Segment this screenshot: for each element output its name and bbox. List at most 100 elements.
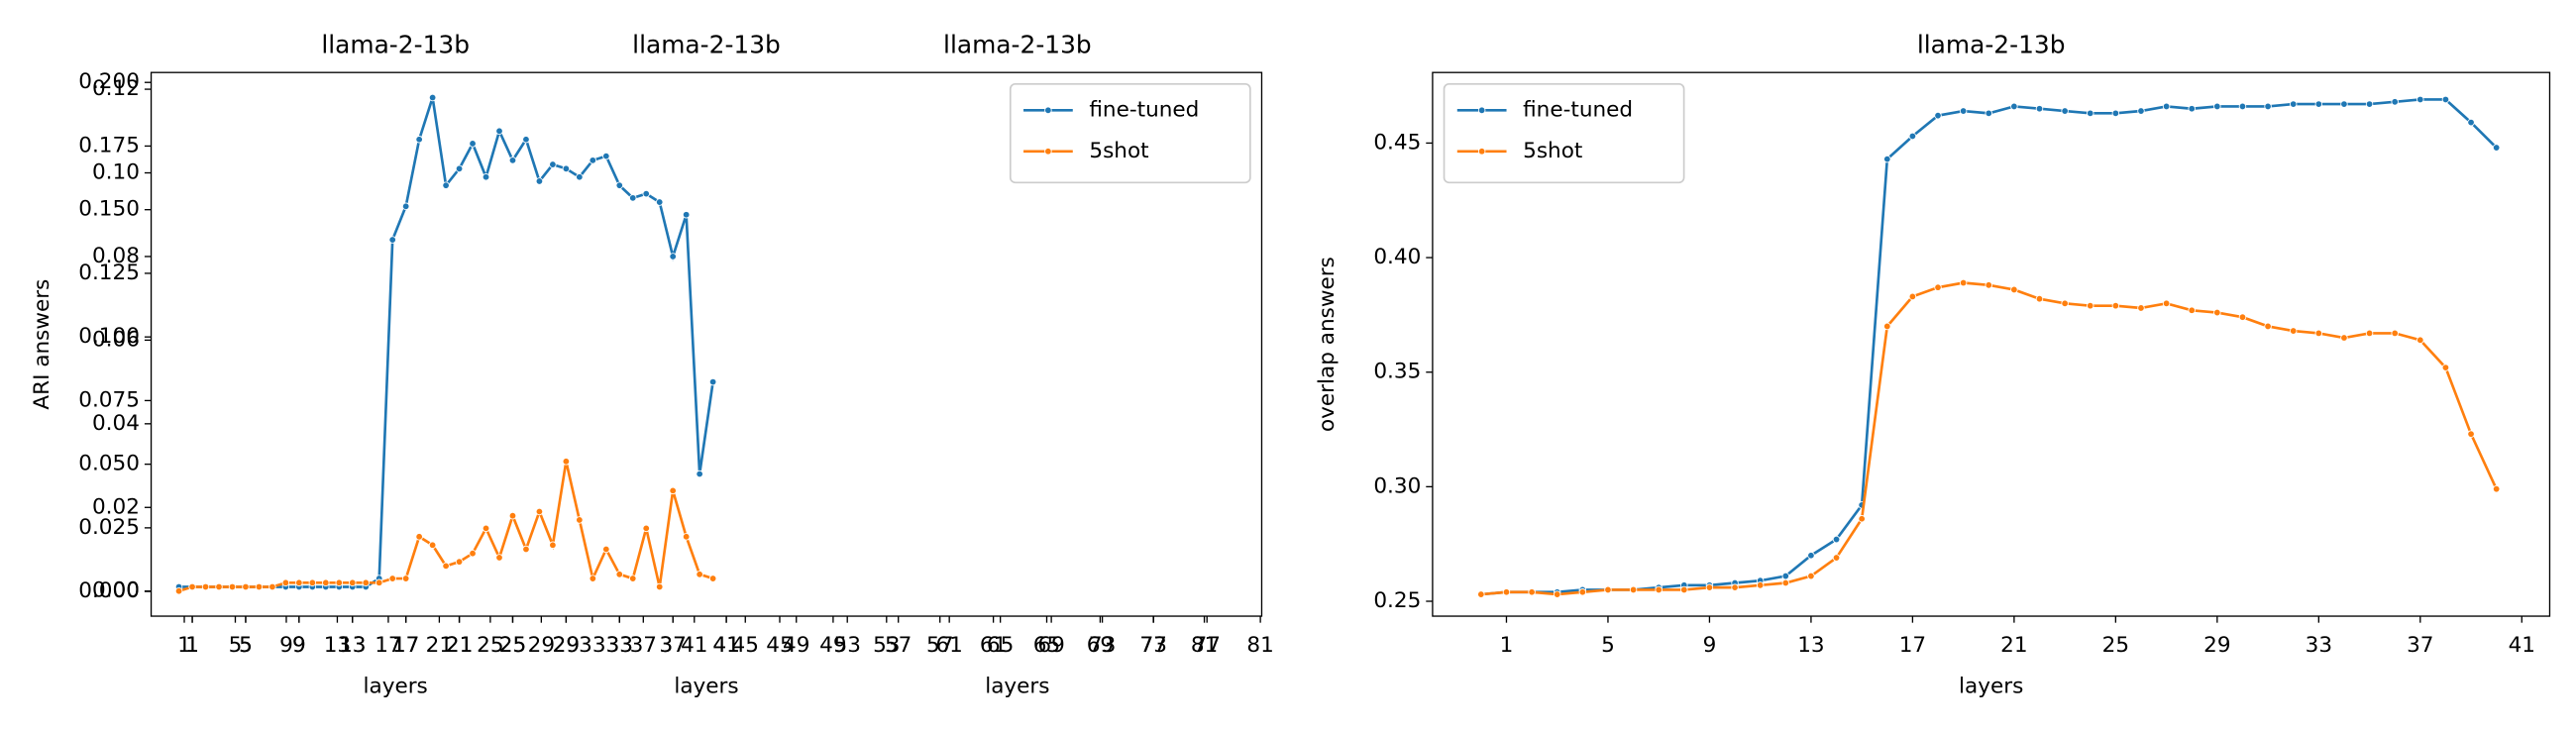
data-point bbox=[589, 157, 597, 164]
data-point bbox=[188, 582, 196, 591]
legend-box bbox=[1009, 82, 1251, 184]
y-tick-label: 0.125 bbox=[78, 261, 140, 285]
data-point bbox=[615, 181, 624, 189]
data-point bbox=[1908, 292, 1917, 301]
x-tick-label: 77 bbox=[1139, 633, 1166, 658]
data-point bbox=[2137, 304, 2145, 312]
x-tick-label: 29 bbox=[528, 633, 555, 658]
data-point bbox=[388, 236, 396, 244]
data-point bbox=[1858, 515, 1866, 523]
data-point bbox=[508, 157, 517, 164]
x-tick-label: 41 bbox=[712, 633, 739, 658]
x-tick-label: 37 bbox=[2407, 633, 2433, 658]
data-point bbox=[682, 533, 691, 541]
legend: fine-tuned 5shot bbox=[1443, 82, 1685, 184]
data-point bbox=[642, 189, 650, 198]
y-tick-label: 0.02 bbox=[92, 494, 140, 519]
legend: fine-tuned 5shot bbox=[1009, 82, 1251, 184]
y-tick-label: 0.08 bbox=[92, 244, 140, 268]
data-point bbox=[1705, 583, 1714, 591]
y-tick-label: 0.000 bbox=[78, 578, 140, 603]
y-tick-label: 0.100 bbox=[78, 324, 140, 349]
x-tick-label: 13 bbox=[339, 633, 366, 658]
x-tick-label: 73 bbox=[1140, 633, 1167, 658]
y-tick-label: 0.35 bbox=[1373, 360, 1421, 384]
x-tick-label: 65 bbox=[1033, 633, 1060, 658]
data-point bbox=[495, 127, 503, 136]
data-point bbox=[1959, 278, 1968, 287]
data-point bbox=[522, 136, 530, 144]
data-point bbox=[2087, 301, 2094, 310]
data-point bbox=[522, 545, 530, 554]
data-point bbox=[1985, 281, 1992, 289]
data-point bbox=[2061, 107, 2069, 115]
data-point bbox=[2188, 306, 2196, 314]
data-point bbox=[482, 173, 490, 181]
data-point bbox=[362, 578, 370, 586]
data-point bbox=[442, 562, 450, 571]
data-point bbox=[2137, 107, 2145, 115]
x-tick-label: 17 bbox=[392, 633, 419, 658]
x-tick-label: 5 bbox=[1601, 633, 1615, 658]
x-tick-label: 61 bbox=[980, 633, 1007, 658]
data-point bbox=[1832, 535, 1841, 544]
data-point bbox=[708, 575, 717, 582]
data-point bbox=[228, 582, 237, 591]
legend-box bbox=[1443, 82, 1685, 184]
x-tick-label: 21 bbox=[446, 633, 473, 658]
data-point bbox=[1832, 554, 1841, 562]
x-tick-label: 21 bbox=[426, 633, 453, 658]
y-tick-label: 0.45 bbox=[1373, 130, 1421, 155]
data-point bbox=[1781, 572, 1790, 580]
y-tick-label: 0.00 bbox=[92, 578, 140, 603]
data-point bbox=[629, 194, 637, 202]
x-axis-label: layers bbox=[674, 674, 738, 698]
data-point bbox=[174, 586, 183, 595]
y-tick-label: 0.40 bbox=[1373, 245, 1421, 269]
data-point bbox=[295, 578, 303, 586]
data-point bbox=[2365, 329, 2374, 338]
y-tick-label: 0.25 bbox=[1373, 588, 1421, 613]
data-point bbox=[201, 582, 210, 591]
data-point bbox=[602, 545, 610, 554]
data-point bbox=[1477, 590, 1485, 598]
data-point bbox=[669, 486, 677, 495]
chart-title: llama-2-13b bbox=[1917, 31, 2066, 59]
x-tick-label: 1 bbox=[1500, 633, 1514, 658]
data-point bbox=[655, 582, 664, 591]
data-point bbox=[2213, 308, 2221, 317]
data-point bbox=[2213, 102, 2221, 111]
data-point bbox=[268, 582, 276, 591]
data-point bbox=[2340, 334, 2348, 342]
data-point bbox=[629, 575, 637, 582]
data-point bbox=[2238, 102, 2247, 111]
x-tick-label: 81 bbox=[1191, 633, 1218, 658]
chart-title: llama-2-13b bbox=[632, 31, 781, 59]
x-tick-label: 33 bbox=[2306, 633, 2332, 658]
data-point bbox=[2289, 100, 2298, 108]
data-point bbox=[576, 516, 584, 524]
data-point bbox=[322, 578, 330, 586]
data-point bbox=[281, 578, 290, 586]
data-point bbox=[576, 173, 584, 181]
x-tick-label: 45 bbox=[732, 633, 759, 658]
data-point bbox=[401, 575, 410, 582]
data-point bbox=[2061, 299, 2069, 308]
data-point bbox=[375, 578, 383, 586]
x-tick-label: 37 bbox=[659, 633, 686, 658]
data-point bbox=[2441, 364, 2450, 371]
x-tick-label: 81 bbox=[1246, 633, 1273, 658]
data-point bbox=[2188, 105, 2196, 113]
data-point bbox=[2010, 285, 2018, 294]
x-tick-label: 29 bbox=[2203, 633, 2230, 658]
data-point bbox=[535, 507, 544, 516]
data-point bbox=[1883, 155, 1891, 163]
data-point bbox=[1502, 588, 1511, 596]
data-point bbox=[602, 152, 610, 160]
plot-frame bbox=[150, 71, 1263, 617]
chart-title: llama-2-13b bbox=[943, 31, 1092, 59]
x-tick-label: 25 bbox=[2102, 633, 2129, 658]
data-point bbox=[442, 181, 450, 189]
y-tick-label: 0.04 bbox=[92, 411, 140, 436]
y-tick-label: 0.150 bbox=[78, 197, 140, 222]
